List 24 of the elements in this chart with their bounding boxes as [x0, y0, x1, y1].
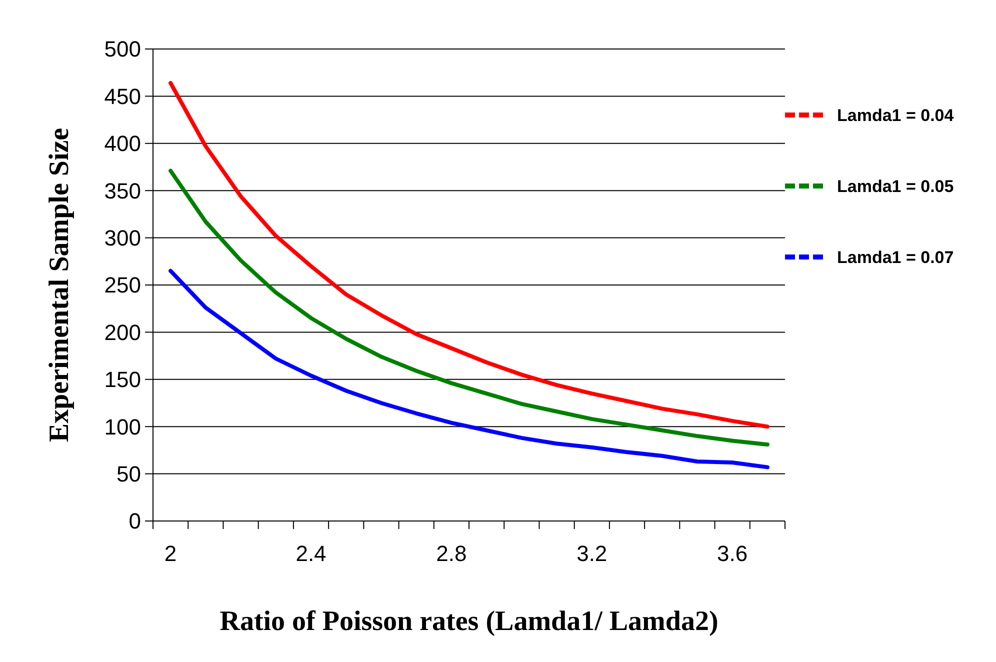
y-tick-label: 50 — [116, 462, 141, 486]
y-tick-label: 500 — [104, 36, 141, 62]
x-tick-label: 2.4 — [296, 541, 326, 566]
x-tick-label: 2 — [164, 541, 177, 566]
y-tick-label: 150 — [104, 367, 141, 392]
y-tick-label: 200 — [104, 320, 141, 345]
y-tick-label: 250 — [104, 272, 141, 298]
legend-label: Lamda1 = 0.04 — [837, 106, 954, 125]
y-axis-title: Experimental Sample Size — [44, 128, 75, 442]
x-tick-label: 2.8 — [436, 541, 467, 566]
y-tick-label: 450 — [104, 84, 141, 109]
line-series — [168, 168, 770, 447]
legend-label: Lamda1 = 0.07 — [837, 248, 954, 267]
y-tick-label: 350 — [104, 178, 141, 204]
line-series — [168, 80, 770, 429]
x-tick-label: 3.2 — [576, 541, 608, 566]
x-tick-label: 3.6 — [717, 541, 748, 566]
y-tick-label: 400 — [104, 131, 141, 156]
x-axis-title: Ratio of Poisson rates (Lamda1/ Lamda2) — [220, 606, 718, 637]
y-tick-label: 100 — [104, 414, 141, 440]
y-tick-label: 300 — [104, 226, 141, 250]
legend-label: Lamda1 = 0.05 — [837, 176, 954, 196]
line-series — [168, 268, 770, 470]
y-tick-label: 0 — [128, 508, 141, 534]
